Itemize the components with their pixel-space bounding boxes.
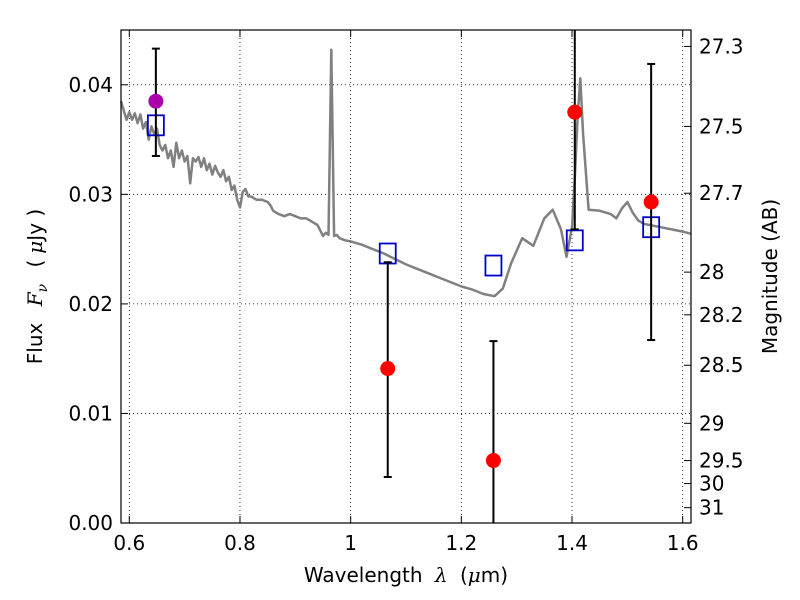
right-tick-label: 29	[699, 411, 724, 435]
right-tick-label: 31	[699, 496, 724, 520]
observed-flux-point	[485, 453, 501, 469]
x-tick-label: 1.6	[667, 531, 699, 555]
y-tick-label: 0.01	[68, 401, 113, 425]
observed-flux-point	[567, 104, 583, 120]
y-tick-label: 0.03	[68, 182, 113, 206]
right-tick-label: 30	[699, 472, 724, 496]
right-axis-label: Magnitude (AB)	[758, 199, 782, 354]
x-axis-label: Wavelength λ (μm)	[304, 563, 508, 587]
right-tick-label: 27.5	[699, 114, 744, 138]
y-tick-label: 0.02	[68, 292, 113, 316]
y-tick-label: 0.00	[68, 511, 113, 535]
plot-frame	[120, 29, 692, 524]
ticks: 0.6 0.8 1 1.2 1.4 1.6 0.00 0.01 0.02 0.03 0.04 27.3…	[68, 30, 744, 555]
x-tick-label: 1.4	[556, 531, 588, 555]
observed-flux-point	[380, 361, 396, 377]
right-tick-label: 28.5	[699, 353, 744, 377]
right-tick-label: 27.3	[699, 34, 744, 58]
observed-flux-point	[148, 93, 164, 109]
x-tick-label: 0.6	[113, 531, 145, 555]
right-tick-label: 27.7	[699, 181, 744, 205]
model-spectrum-line	[119, 48, 692, 298]
data-layer	[119, 30, 692, 523]
x-tick-label: 1	[344, 531, 357, 555]
right-tick-label: 29.5	[699, 449, 744, 473]
y-axis-label: Flux Fν (μJy )	[23, 209, 52, 364]
y-tick-label: 0.04	[68, 73, 113, 97]
observed-flux-point	[643, 194, 659, 210]
x-tick-label: 0.8	[224, 531, 256, 555]
model-photometry-square	[484, 254, 503, 277]
right-tick-label: 28	[699, 260, 724, 284]
right-tick-label: 28.2	[699, 303, 744, 327]
x-tick-label: 1.2	[445, 531, 477, 555]
grid	[121, 30, 691, 523]
